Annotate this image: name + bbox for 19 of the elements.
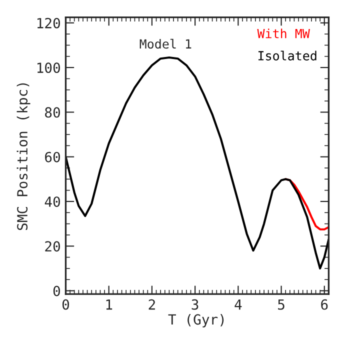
x-tick-label: 5 [278, 299, 284, 310]
y-tick-label: 80 [45, 107, 60, 118]
y-axis-title: SMC Position (kpc) [16, 83, 30, 230]
x-tick-label: 3 [192, 299, 198, 310]
x-tick-label: 4 [234, 299, 242, 310]
y-tick-label: 40 [44, 196, 60, 207]
text: Isolated [258, 50, 316, 60]
x-tick-label: 1 [106, 299, 112, 310]
y-tick-label: 120 [37, 18, 60, 28]
x-tick-label: 0 [62, 299, 70, 310]
annotation: Model 1 [140, 38, 192, 49]
y-tick-label: 0 [53, 286, 60, 296]
y-tick-label: 60 [45, 152, 60, 162]
x-axis-title: T (Gyr) [168, 314, 224, 328]
text: With MW [257, 28, 310, 38]
y-tick-label: 20 [45, 241, 60, 252]
y-tick-label: 100 [37, 62, 60, 74]
x-tick-label: 2 [148, 299, 155, 310]
x-tick-label: 6 [321, 299, 328, 310]
